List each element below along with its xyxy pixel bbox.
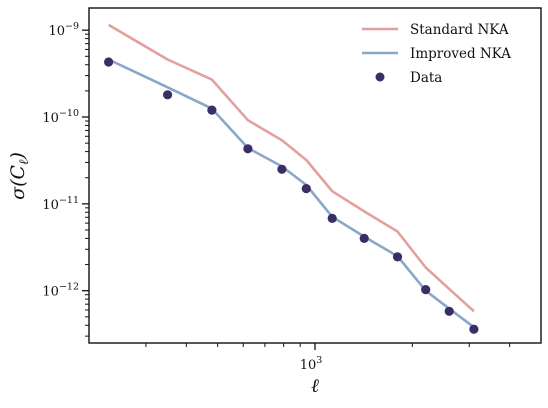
y-tick-label: 10−10 <box>42 108 79 126</box>
y-axis-label-main: σ(C <box>7 165 29 200</box>
legend-label-standard-nka: Standard NKA <box>410 22 509 38</box>
legend-label-improved-nka: Improved NKA <box>410 46 511 62</box>
data-point <box>359 233 369 243</box>
x-tick-label: 103 <box>300 355 323 373</box>
x-axis-label: ℓ <box>311 375 319 397</box>
y-tick-label: 10−9 <box>48 21 79 39</box>
data-point <box>243 144 253 154</box>
legend-swatch-data <box>375 72 385 82</box>
y-tick-label-exp: −11 <box>59 195 79 206</box>
data-point <box>301 184 311 194</box>
y-tick-label-exp: −12 <box>59 282 79 293</box>
y-tick-label-exp: −10 <box>59 108 79 119</box>
data-point <box>104 57 114 67</box>
data-point <box>277 164 287 174</box>
legend-label-data: Data <box>410 70 442 86</box>
data-point <box>327 213 337 223</box>
y-tick-label-base: 10 <box>42 111 59 126</box>
data-point <box>207 105 217 115</box>
series-line-standard-nka <box>107 23 475 313</box>
data-point <box>392 252 403 262</box>
y-tick-label: 10−11 <box>42 195 79 213</box>
series-line-improved-nka <box>108 58 475 329</box>
y-tick-label-base: 10 <box>42 198 59 213</box>
series-group <box>104 23 479 334</box>
legend: Standard NKA Improved NKA Data <box>362 22 511 86</box>
y-axis-label: σ(Cℓ) <box>7 152 32 200</box>
data-point <box>469 324 479 334</box>
data-point <box>444 306 454 316</box>
y-axis-label-sub: ℓ <box>17 159 32 165</box>
data-point <box>421 285 431 295</box>
y-tick-label-base: 10 <box>42 285 59 300</box>
x-tick-label-exp: 3 <box>316 355 322 366</box>
y-axis-label-close: ) <box>7 152 29 160</box>
data-point <box>163 90 173 100</box>
y-tick-label-exp: −9 <box>65 21 79 32</box>
y-tick-label: 10−12 <box>42 282 79 300</box>
y-tick-label-base: 10 <box>48 24 65 39</box>
x-tick-label-base: 10 <box>300 358 317 373</box>
